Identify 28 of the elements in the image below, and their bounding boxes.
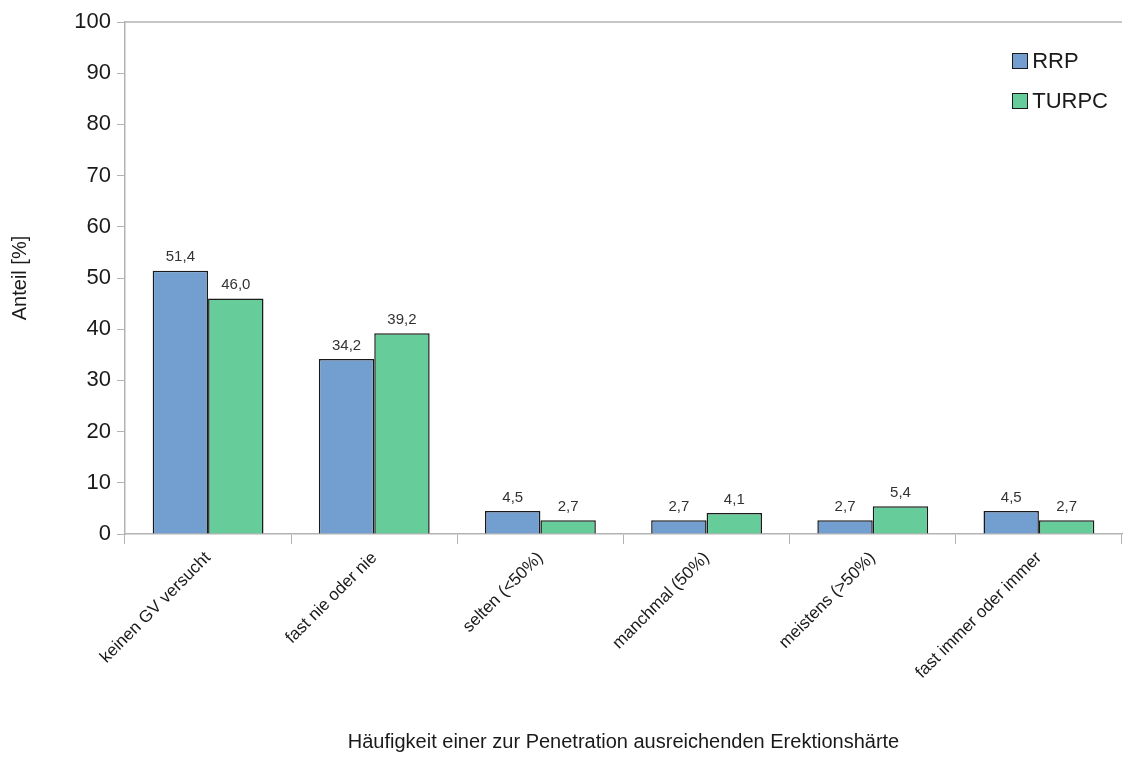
y-tick-label: 90 (86, 59, 111, 85)
data-label: 39,2 (387, 309, 417, 327)
data-label: 4,5 (1000, 487, 1022, 505)
x-axis-title: Häufigkeit einer zur Penetration ausreichenden Erektionshärte (347, 729, 900, 752)
data-label: 2,7 (834, 496, 856, 514)
x-tick-label: fast nie oder nie (281, 547, 381, 647)
y-tick-label: 0 (98, 520, 111, 546)
data-label: 51,4 (165, 247, 195, 265)
y-tick-label: 60 (86, 212, 111, 238)
data-label: 2,7 (557, 496, 579, 514)
data-label: 2,7 (1056, 496, 1078, 514)
y-tick-label: 40 (86, 315, 111, 341)
data-label: 4,1 (723, 489, 745, 507)
data-label: 2,7 (668, 496, 690, 514)
y-tick-label: 20 (86, 417, 111, 443)
data-label: 34,2 (331, 335, 362, 353)
y-tick-label: 50 (86, 264, 111, 290)
legend-label: TURPC (1032, 88, 1108, 114)
y-tick-label: 70 (86, 161, 111, 187)
y-tick-label: 100 (74, 8, 111, 34)
y-tick-label: 80 (86, 110, 111, 136)
data-label: 5,4 (890, 482, 911, 500)
legend-label: RRP (1032, 48, 1079, 74)
y-axis-title: Anteil [%] (7, 235, 30, 321)
y-tick-label: 30 (86, 366, 111, 392)
data-label: 4,5 (502, 487, 524, 505)
y-tick-label: 10 (86, 468, 111, 494)
data-label: 46,0 (221, 275, 251, 293)
